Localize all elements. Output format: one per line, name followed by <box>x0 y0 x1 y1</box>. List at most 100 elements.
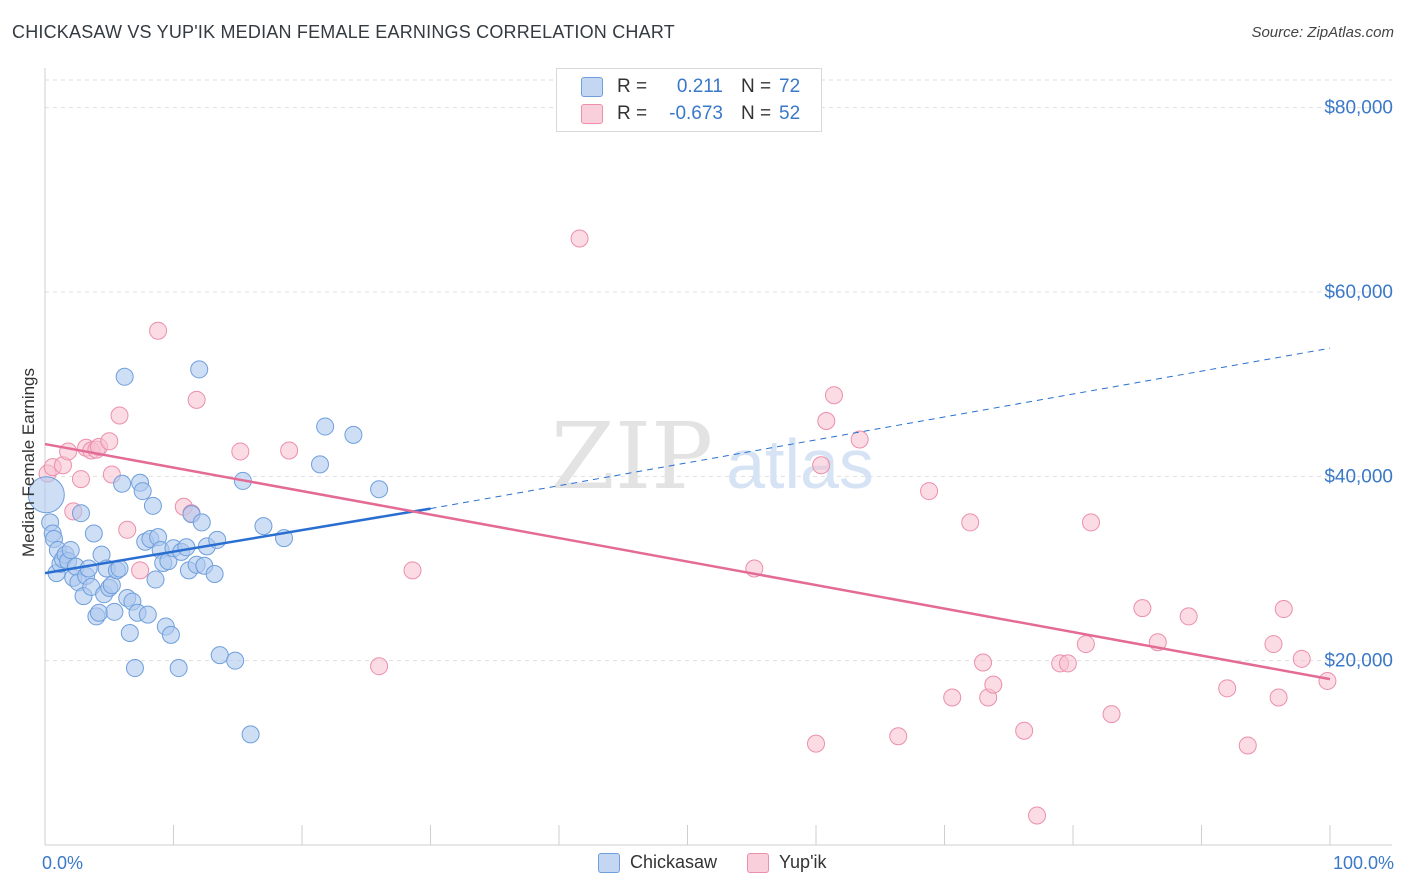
yupik-point <box>59 442 78 461</box>
chickasaw-point <box>316 417 335 436</box>
watermark-atlas: atlas <box>726 425 874 503</box>
chickasaw-point <box>115 367 134 386</box>
yupik-point <box>920 482 939 501</box>
gridlines <box>45 79 1392 662</box>
chickasaw-point <box>125 659 144 678</box>
yupik-point <box>984 675 1003 694</box>
chickasaw-point <box>84 524 103 543</box>
chickasaw-point <box>226 651 245 670</box>
chickasaw-point <box>192 513 211 532</box>
yupik-point <box>824 386 843 405</box>
chickasaw-point <box>190 360 209 379</box>
yupik-point <box>1292 649 1311 668</box>
yupik-point <box>1269 688 1288 707</box>
chickasaw-point <box>169 659 188 678</box>
series-legend: Chickasaw Yup'ik <box>598 852 857 873</box>
chickasaw-point <box>120 624 139 643</box>
yupik-point <box>974 653 993 672</box>
chickasaw-point <box>143 496 162 515</box>
legend-row-yupik: R = -0.673 N = 52 <box>581 101 800 127</box>
yupik-point <box>1133 599 1152 618</box>
axes <box>44 68 1392 846</box>
chart-title: CHICKASAW VS YUP'IK MEDIAN FEMALE EARNIN… <box>12 22 675 42</box>
chickasaw-point <box>89 603 108 622</box>
yupik-point <box>1015 721 1034 740</box>
yupik-point <box>1081 513 1100 532</box>
chickasaw-point <box>370 480 389 499</box>
yupik-point <box>231 442 250 461</box>
y-tick-label: $80,000 <box>1324 98 1393 119</box>
legend-n-label: N = <box>741 103 772 124</box>
yupik-point <box>961 513 980 532</box>
trend-lines <box>44 347 1331 681</box>
chickasaw-point <box>113 474 132 493</box>
chickasaw-point <box>79 559 98 578</box>
series-label-chickasaw: Chickasaw <box>630 852 718 872</box>
legend-r-label: R = <box>617 103 648 124</box>
chickasaw-points <box>27 360 389 744</box>
yupik-point <box>1264 635 1283 654</box>
yupik-point <box>807 734 825 753</box>
series-label-yupik: Yup'ik <box>779 852 827 872</box>
yupik-point <box>149 321 168 340</box>
watermark-zip: ZIP <box>551 403 713 510</box>
chickasaw-point <box>241 725 260 744</box>
legend-n-value: 52 <box>779 103 801 124</box>
series-legend-yupik[interactable]: Yup'ik <box>747 852 827 873</box>
chickasaw-point <box>161 625 180 644</box>
yupik-point <box>817 412 836 431</box>
yupik-point <box>100 432 119 451</box>
yupik-point <box>1179 607 1198 626</box>
yupik-point <box>1238 736 1257 755</box>
chickasaw-trend-line <box>44 507 431 575</box>
yupik-point <box>71 470 90 489</box>
y-tick-label: $40,000 <box>1324 466 1393 487</box>
chickasaw-point <box>344 425 363 444</box>
yupik-point <box>1076 635 1095 654</box>
chickasaw-point <box>310 455 329 474</box>
yupik-point <box>1102 705 1121 724</box>
yupik-point <box>403 561 422 580</box>
x-tick-label-max: 100.0% <box>1333 853 1394 873</box>
series-swatch-yupik <box>747 852 770 873</box>
yupik-point <box>110 406 129 425</box>
series-legend-chickasaw[interactable]: Chickasaw <box>598 852 717 873</box>
yupik-point <box>1318 671 1337 690</box>
chickasaw-point <box>138 605 157 624</box>
legend-r-label: R = <box>617 76 648 97</box>
legend-r-value: 0.211 <box>676 76 723 97</box>
yupik-point <box>943 688 962 707</box>
legend-n-value: 72 <box>779 76 801 97</box>
yupik-point <box>1274 600 1293 619</box>
legend-swatch-yupik <box>581 104 603 124</box>
yupik-point <box>1218 679 1237 698</box>
chickasaw-point <box>146 570 165 589</box>
chickasaw-trend-extension <box>430 347 1331 510</box>
legend-r-value: -0.673 <box>669 103 723 124</box>
x-tick-label-min: 0.0% <box>42 853 83 873</box>
legend-row-chickasaw: R = 0.211 N = 72 <box>581 74 800 100</box>
yupik-point <box>187 390 206 409</box>
source-label: Source: ZipAtlas.com <box>1251 24 1394 41</box>
legend-swatch-chickasaw <box>581 77 603 97</box>
watermark: ZIP atlas <box>551 403 874 510</box>
yupik-points <box>38 229 1337 825</box>
series-swatch-chickasaw <box>598 852 620 873</box>
chickasaw-point <box>61 541 80 560</box>
yupik-point <box>1058 654 1077 673</box>
yupik-point <box>131 561 150 580</box>
yupik-point <box>889 727 908 746</box>
chickasaw-point <box>254 517 273 536</box>
yupik-point <box>118 520 137 539</box>
yupik-point <box>850 430 869 449</box>
y-tick-label: $60,000 <box>1324 282 1393 303</box>
yupik-point <box>1028 806 1047 825</box>
y-tick-label: $20,000 <box>1324 651 1393 672</box>
yupik-point <box>370 657 389 676</box>
yupik-trend-line <box>44 442 1331 681</box>
yupik-point <box>570 229 589 248</box>
axis-labels: $20,000 $40,000 $60,000 $80,000 0.0% 100.0% Me… <box>19 98 1394 873</box>
yupik-point <box>280 441 299 460</box>
correlation-legend: R = 0.211 N = 72 R = -0.673 N = 52 <box>556 68 822 132</box>
